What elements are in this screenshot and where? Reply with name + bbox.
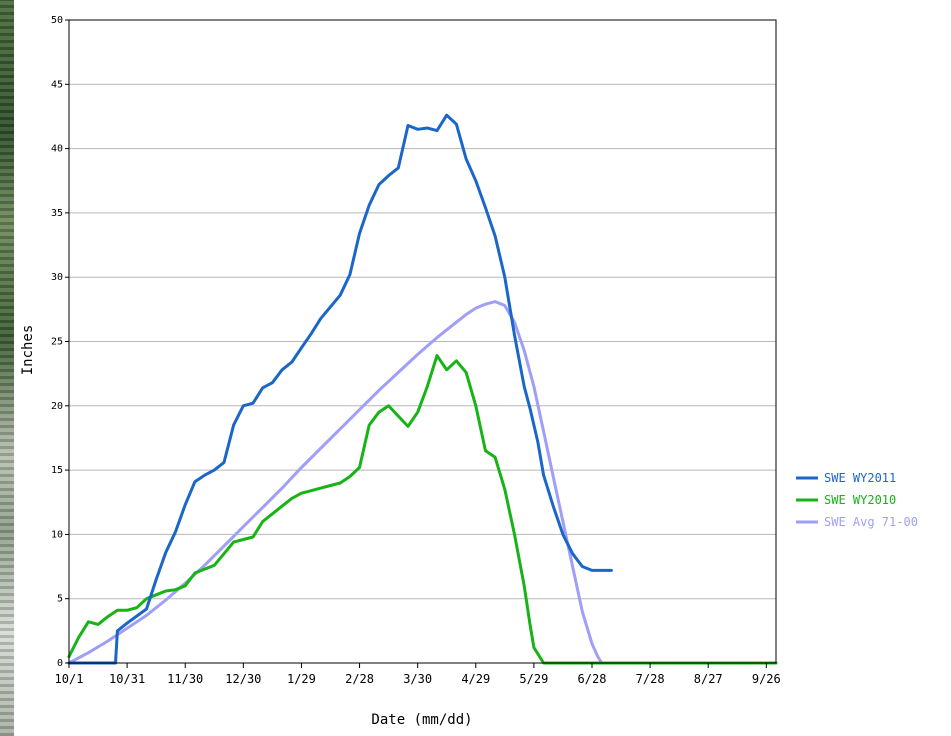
x-tick-label: 10/1 [55,672,84,686]
y-tick-label: 35 [51,208,63,219]
x-axis-title: Date (mm/dd) [371,712,472,728]
y-tick-label: 45 [51,79,63,90]
y-tick-label: 20 [51,401,63,412]
x-tick-label: 6/28 [578,672,607,686]
y-tick-label: 5 [57,594,63,605]
x-tick-label: 11/30 [167,672,203,686]
y-tick-label: 40 [51,144,63,155]
y-tick-label: 0 [57,658,63,669]
x-tick-label: 4/29 [461,672,490,686]
legend: SWE WY2011 SWE WY2010 SWE Avg 71-00 [796,471,918,529]
x-tick-label: 1/29 [287,672,316,686]
x-tick-label: 3/30 [403,672,432,686]
series-lines [67,113,778,665]
series-line-0 [67,113,613,665]
legend-label: SWE WY2011 [824,471,896,485]
grid-lines [69,83,776,600]
series-line-1 [67,354,778,665]
x-ticks: 10/1 10/31 11/30 12/30 1/29 2/28 3/30 4/29 5/29 6… [55,663,781,686]
y-tick-label: 10 [51,529,63,540]
x-tick-label: 2/28 [345,672,374,686]
y-tick-label: 25 [51,337,63,348]
y-tick-label: 15 [51,465,63,476]
legend-label: SWE WY2010 [824,493,896,507]
background-photo-strip [0,0,14,736]
x-tick-label: 10/31 [109,672,145,686]
x-tick-label: 7/28 [636,672,665,686]
x-tick-label: 5/29 [519,672,548,686]
y-tick-label: 50 [51,15,63,26]
y-ticks: 0 5 10 15 20 25 30 35 40 45 50 [51,15,69,669]
x-tick-label: 8/27 [694,672,723,686]
x-tick-label: 9/26 [752,672,781,686]
legend-label: SWE Avg 71-00 [824,515,918,529]
y-axis-title: Inches [20,325,36,376]
x-tick-label: 12/30 [225,672,261,686]
y-tick-label: 30 [51,272,63,283]
